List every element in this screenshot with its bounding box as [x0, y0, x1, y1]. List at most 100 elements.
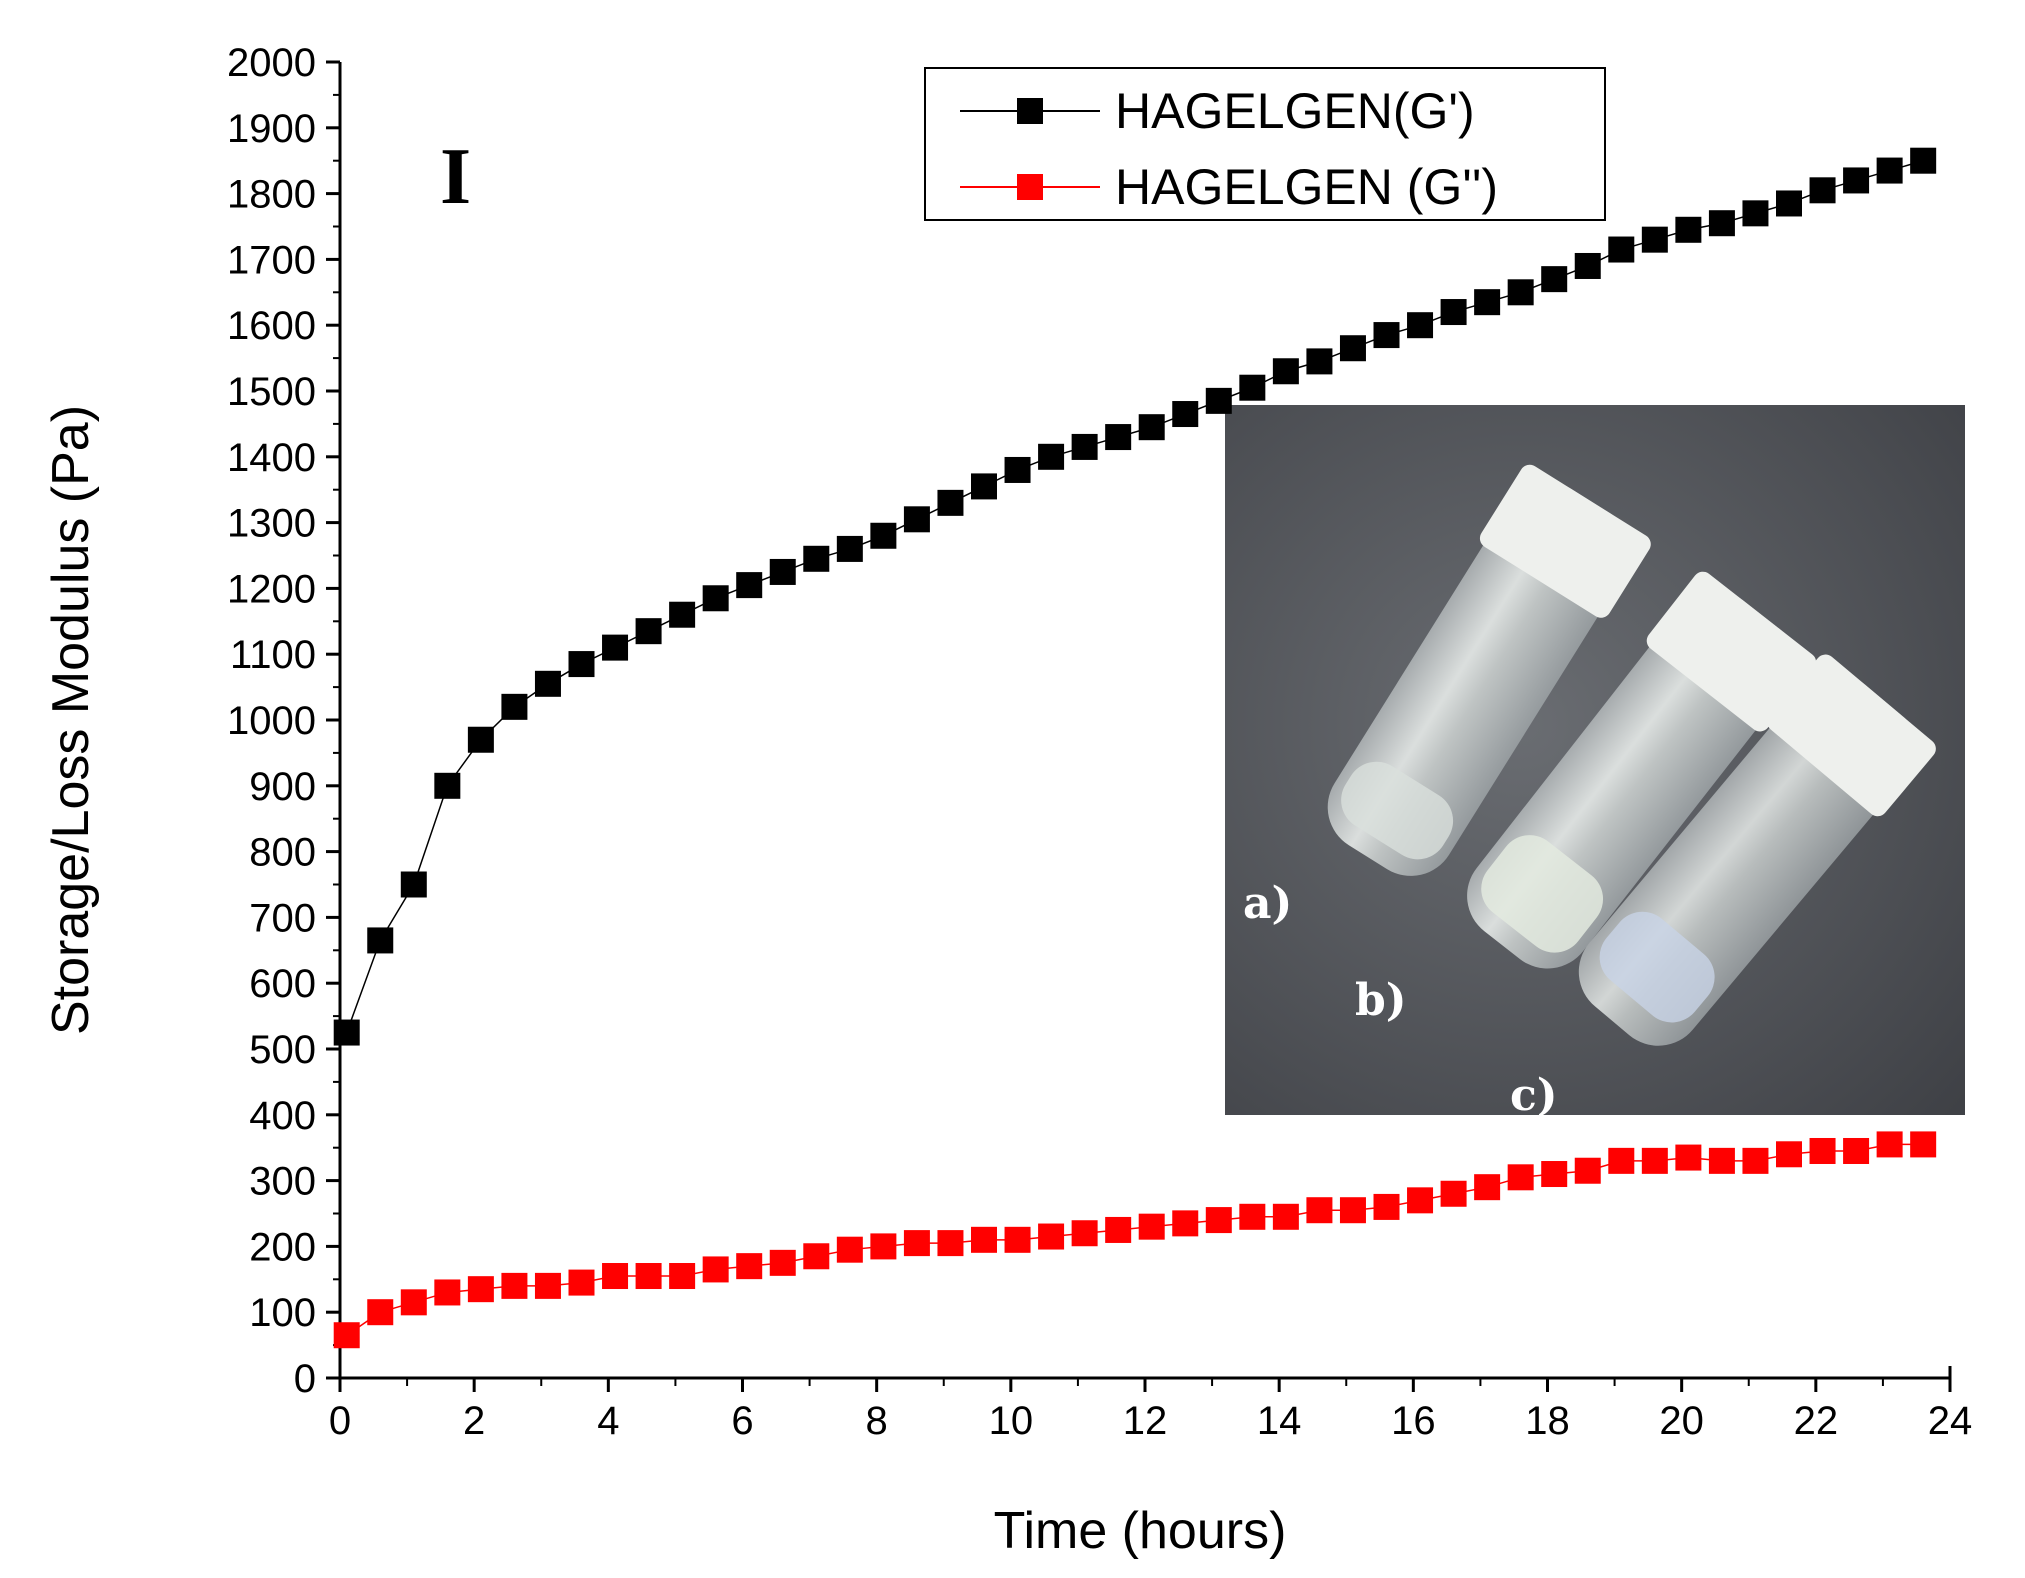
data-point-1 [736, 1253, 763, 1280]
y-tick-label: 1000 [227, 699, 316, 743]
data-point-0 [434, 772, 461, 799]
x-tick-label: 24 [1928, 1399, 1973, 1443]
data-point-1 [1675, 1144, 1702, 1171]
data-point-1 [669, 1263, 696, 1290]
data-point-0 [1038, 443, 1065, 470]
legend: HAGELGEN(G') HAGELGEN (G'') [924, 67, 1606, 221]
data-point-1 [367, 1299, 394, 1326]
y-tick-label: 200 [249, 1225, 316, 1269]
data-point-0 [1004, 456, 1031, 483]
y-tick-label: 2000 [227, 41, 316, 85]
data-point-1 [1440, 1180, 1467, 1207]
data-point-1 [602, 1263, 629, 1290]
data-point-0 [1910, 147, 1937, 174]
data-point-1 [769, 1249, 796, 1276]
y-tick-label: 400 [249, 1094, 316, 1138]
data-point-0 [1272, 358, 1299, 385]
data-point-0 [702, 585, 729, 612]
y-tick-label: 1500 [227, 370, 316, 414]
data-point-0 [1339, 335, 1366, 362]
data-point-0 [1742, 200, 1769, 227]
data-point-0 [467, 726, 494, 753]
vial-c [1578, 654, 1936, 1046]
data-point-1 [1105, 1216, 1132, 1243]
legend-marker-g-double-prime [1017, 174, 1043, 200]
legend-label-g-prime: HAGELGEN(G') [1115, 83, 1475, 139]
data-point-0 [1474, 289, 1501, 316]
x-tick-label: 12 [1123, 1399, 1168, 1443]
data-point-0 [937, 489, 964, 516]
data-point-1 [534, 1272, 561, 1299]
data-point-1 [1574, 1157, 1601, 1184]
data-point-0 [736, 572, 763, 599]
data-point-0 [1541, 266, 1568, 293]
data-point-0 [1641, 226, 1668, 253]
data-point-1 [1541, 1161, 1568, 1188]
inset-label-c: c) [1510, 1070, 1558, 1121]
data-point-1 [1742, 1147, 1769, 1174]
data-point-0 [870, 522, 897, 549]
data-point-0 [1239, 374, 1266, 401]
y-tick-label: 300 [249, 1160, 316, 1204]
series-line-1 [346, 1143, 1924, 1336]
data-point-0 [769, 558, 796, 585]
data-point-0 [1105, 424, 1132, 451]
data-point-0 [400, 871, 427, 898]
x-tick-label: 0 [329, 1399, 351, 1443]
data-point-0 [333, 1019, 360, 1046]
inset-photo: a) b) c) [1225, 405, 1965, 1121]
data-point-0 [669, 601, 696, 628]
y-tick-label: 500 [249, 1028, 316, 1072]
data-point-0 [1306, 348, 1333, 375]
series-layer [333, 147, 1937, 1349]
data-point-0 [1876, 157, 1903, 184]
data-point-1 [568, 1269, 595, 1296]
data-point-1 [1339, 1197, 1366, 1224]
x-ticks: 0 2 4 6 8 10 12 14 16 18 20 22 24 [329, 1378, 1972, 1443]
x-tick-label: 20 [1659, 1399, 1704, 1443]
data-point-1 [1004, 1226, 1031, 1253]
data-point-1 [1641, 1147, 1668, 1174]
y-tick-label: 1200 [227, 567, 316, 611]
data-point-0 [1205, 387, 1232, 414]
y-tick-label: 1400 [227, 436, 316, 480]
data-point-1 [803, 1243, 830, 1270]
data-point-1 [1205, 1207, 1232, 1234]
data-point-0 [568, 651, 595, 678]
data-point-1 [1272, 1203, 1299, 1230]
x-tick-label: 4 [597, 1399, 619, 1443]
data-point-1 [635, 1263, 662, 1290]
y-tick-label: 1100 [230, 633, 316, 677]
data-point-1 [937, 1230, 964, 1257]
data-point-1 [467, 1276, 494, 1303]
legend-marker-g-prime [1017, 98, 1043, 124]
data-point-1 [971, 1226, 997, 1253]
x-tick-label: 16 [1391, 1399, 1436, 1443]
data-point-1 [1876, 1131, 1903, 1158]
data-point-0 [1574, 252, 1601, 279]
y-tick-label: 600 [249, 962, 316, 1006]
data-point-1 [1138, 1213, 1165, 1240]
data-point-1 [1608, 1147, 1635, 1174]
vial-a [1327, 464, 1651, 876]
data-point-1 [1306, 1197, 1333, 1224]
data-point-1 [1407, 1187, 1434, 1214]
legend-label-g-double-prime: HAGELGEN (G'') [1115, 159, 1498, 215]
data-point-0 [534, 670, 561, 697]
data-point-0 [971, 473, 997, 500]
data-point-1 [870, 1233, 897, 1260]
data-point-1 [1239, 1203, 1266, 1230]
y-ticks: 0 100 200 300 400 500 600 700 800 900 1000 1100 1200… [227, 41, 340, 1401]
data-point-0 [602, 634, 629, 661]
data-point-1 [1038, 1223, 1065, 1250]
panel-label: I [440, 133, 471, 221]
data-point-1 [1809, 1137, 1836, 1164]
data-point-1 [434, 1279, 461, 1306]
x-tick-label: 14 [1257, 1399, 1302, 1443]
data-point-1 [1373, 1193, 1400, 1220]
data-point-0 [1172, 401, 1199, 428]
data-point-0 [635, 618, 662, 645]
data-point-0 [1071, 433, 1098, 460]
data-point-1 [1071, 1220, 1098, 1247]
data-point-1 [1474, 1174, 1501, 1201]
